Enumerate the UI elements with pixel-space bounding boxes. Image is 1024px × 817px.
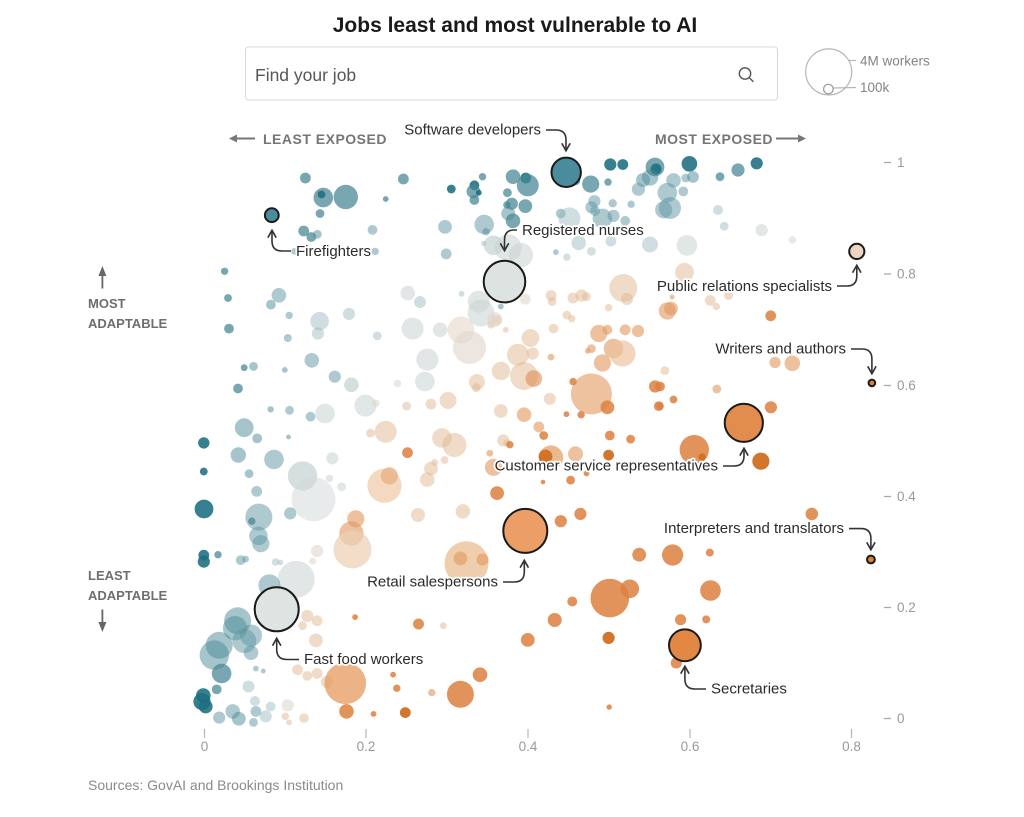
svg-text:100k: 100k bbox=[860, 80, 890, 95]
svg-text:0.6: 0.6 bbox=[681, 739, 700, 754]
svg-text:Fast food workers: Fast food workers bbox=[304, 651, 423, 668]
svg-text:LEAST EXPOSED: LEAST EXPOSED bbox=[263, 131, 387, 147]
svg-text:ADAPTABLE: ADAPTABLE bbox=[88, 588, 168, 603]
svg-text:0.2: 0.2 bbox=[357, 739, 376, 754]
svg-text:0.8: 0.8 bbox=[842, 739, 861, 754]
svg-text:Software developers: Software developers bbox=[404, 122, 541, 139]
svg-text:Interpreters and translators: Interpreters and translators bbox=[664, 520, 844, 537]
svg-text:Find your job: Find your job bbox=[255, 65, 356, 85]
svg-text:MOST: MOST bbox=[88, 296, 126, 311]
svg-text:MOST EXPOSED: MOST EXPOSED bbox=[655, 131, 773, 147]
svg-text:Secretaries: Secretaries bbox=[711, 681, 787, 698]
svg-text:4M workers: 4M workers bbox=[860, 54, 930, 69]
svg-text:Customer service representativ: Customer service representatives bbox=[495, 458, 718, 475]
svg-text:Writers and authors: Writers and authors bbox=[715, 341, 846, 358]
svg-text:Sources: GovAI and Brookings I: Sources: GovAI and Brookings Institution bbox=[88, 777, 343, 793]
svg-text:0: 0 bbox=[897, 711, 905, 726]
svg-text:0.4: 0.4 bbox=[519, 739, 538, 754]
svg-text:0: 0 bbox=[201, 739, 209, 754]
svg-text:Registered nurses: Registered nurses bbox=[522, 222, 644, 239]
svg-text:0.2: 0.2 bbox=[897, 600, 916, 615]
svg-text:0.4: 0.4 bbox=[897, 489, 916, 504]
svg-text:Jobs least and most vulnerable: Jobs least and most vulnerable to AI bbox=[333, 14, 697, 37]
svg-text:Retail salespersons: Retail salespersons bbox=[367, 574, 498, 591]
svg-text:Firefighters: Firefighters bbox=[296, 243, 371, 260]
svg-text:Public relations specialists: Public relations specialists bbox=[657, 278, 832, 295]
svg-text:LEAST: LEAST bbox=[88, 568, 131, 583]
svg-text:ADAPTABLE: ADAPTABLE bbox=[88, 316, 168, 331]
svg-text:1: 1 bbox=[897, 155, 905, 170]
svg-text:0.8: 0.8 bbox=[897, 267, 916, 282]
svg-text:0.6: 0.6 bbox=[897, 378, 916, 393]
